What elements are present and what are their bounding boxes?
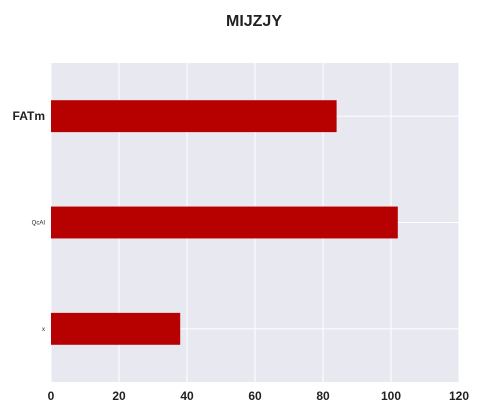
bar-x [51,312,181,345]
x-tick-label: 120 [449,389,469,403]
x-tick-label: 80 [316,389,330,403]
x-tick-label: 40 [180,389,194,403]
bar-FATm [51,100,337,133]
bars [51,100,398,345]
x-tick-label: 0 [48,389,55,403]
bar-QcAI [51,206,398,239]
x-tick-label: 60 [248,389,262,403]
x-tick-label: 100 [381,389,401,403]
x-tick-label: 20 [112,389,126,403]
y-tick-label: QcAI [32,221,46,227]
y-tick-label: FATm [13,109,45,123]
x-axis-ticks: 0 20 40 60 80 100 120 [48,389,470,403]
y-axis-ticks: FATm QcAI x [13,109,46,333]
y-tick-label: x [42,327,45,333]
chart-title: MIJZJY [226,13,282,30]
